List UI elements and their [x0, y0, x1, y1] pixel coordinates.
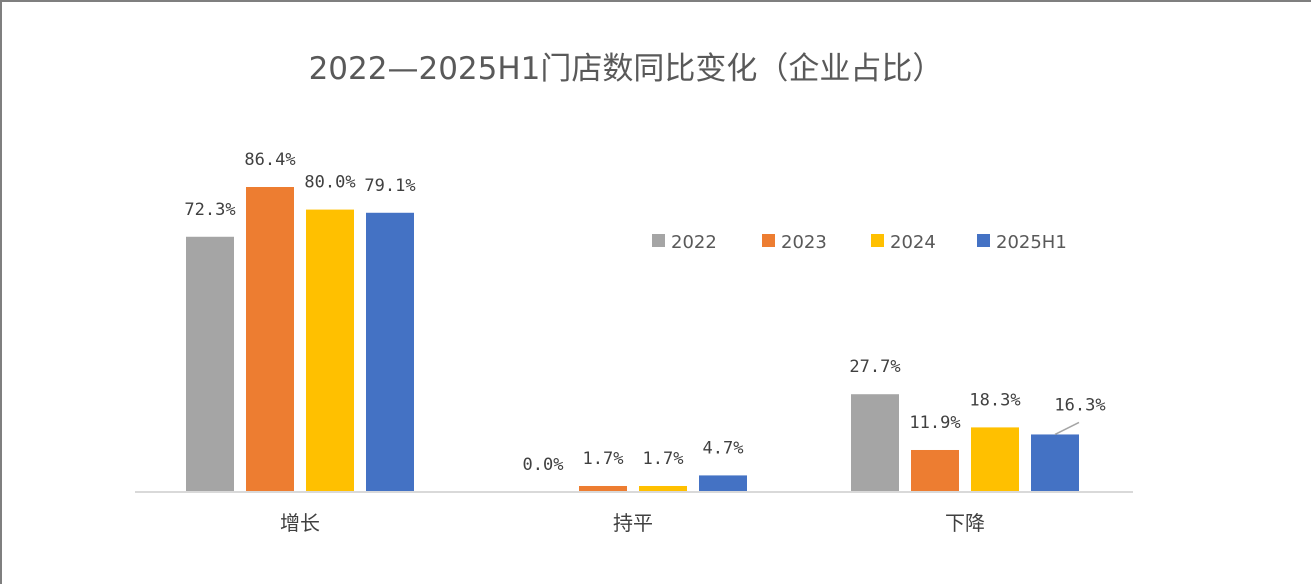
data-label: 1.7%	[643, 449, 684, 469]
bar-2023-1	[579, 485, 627, 492]
legend-swatch-2022	[652, 234, 665, 247]
bar-2023-2	[911, 449, 959, 492]
data-label: 27.7%	[849, 357, 900, 377]
bar-2023-0	[246, 187, 294, 492]
data-label: 16.3%	[1054, 395, 1105, 415]
data-label: 72.3%	[184, 200, 235, 220]
data-label: 4.7%	[703, 438, 744, 458]
leader-line	[1054, 421, 1080, 436]
category-label: 增长	[280, 511, 320, 535]
data-label: 18.3%	[969, 390, 1020, 410]
chart-title: 2022—2025H1门店数同比变化（企业占比）	[309, 51, 944, 87]
data-label: 80.0%	[304, 173, 355, 193]
bar-2024-0	[306, 209, 354, 492]
legend-label: 2024	[890, 232, 936, 253]
data-label: 86.4%	[244, 150, 295, 170]
data-label: 79.1%	[364, 176, 415, 196]
legend-label: 2025H1	[996, 232, 1067, 253]
legend-label: 2022	[671, 232, 717, 253]
legend-swatch-2023	[762, 234, 775, 247]
bar-2025H1-0	[366, 212, 414, 493]
data-label: 0.0%	[523, 455, 564, 475]
data-label: 1.7%	[583, 449, 624, 469]
legend-swatch-2025H1	[977, 234, 990, 247]
bar-2024-1	[639, 485, 687, 492]
bar-2022-0	[186, 236, 234, 492]
data-label: 11.9%	[909, 413, 960, 433]
legend-swatch-2024	[871, 234, 884, 247]
bar-2024-2	[971, 427, 1019, 492]
bar-2025H1-2	[1031, 434, 1079, 492]
category-label: 下降	[945, 511, 985, 535]
category-label: 持平	[613, 511, 653, 535]
legend-label: 2023	[781, 232, 827, 253]
bar-2025H1-1	[699, 475, 747, 492]
bar-2022-2	[851, 394, 899, 492]
